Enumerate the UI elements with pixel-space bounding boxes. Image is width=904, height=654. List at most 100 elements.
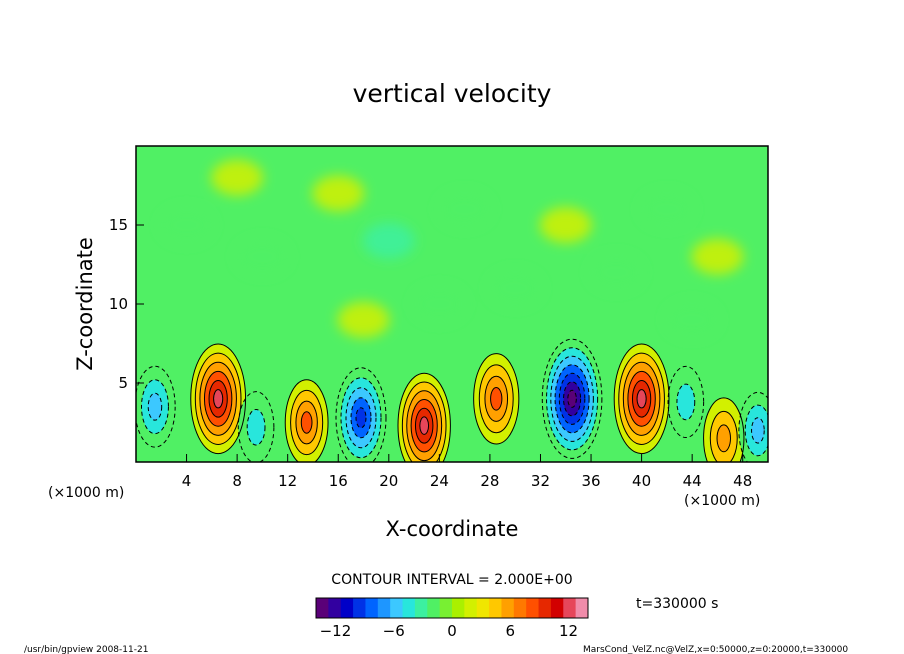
contour-ring bbox=[631, 380, 652, 418]
colorbar-swatch bbox=[526, 598, 540, 618]
cell-band bbox=[213, 389, 223, 408]
contour-ring bbox=[397, 372, 451, 462]
contour-ring bbox=[558, 372, 586, 425]
contour-ring bbox=[554, 364, 590, 434]
colorbar-swatch bbox=[353, 598, 366, 618]
colorbar-swatch bbox=[402, 598, 416, 618]
colorbar-tick-label: 0 bbox=[447, 622, 457, 640]
contour-ring bbox=[618, 352, 665, 445]
turbulence-blob bbox=[691, 238, 744, 275]
contour-ring bbox=[667, 365, 705, 439]
contour-ring bbox=[636, 389, 647, 409]
x-tick-label: 12 bbox=[278, 472, 297, 490]
contour-ring bbox=[414, 407, 434, 444]
contour-ring bbox=[676, 383, 696, 421]
colorbar bbox=[315, 597, 589, 619]
y-axis-title: Z-coordinate bbox=[73, 237, 97, 371]
contour-ring bbox=[345, 387, 377, 449]
contour-ring bbox=[295, 400, 318, 445]
contour-ring bbox=[419, 416, 430, 435]
turbulence-blob bbox=[640, 191, 693, 228]
colorbar-tick-label: 12 bbox=[559, 622, 578, 640]
colorbar-tick-label: 6 bbox=[506, 622, 516, 640]
cell-band bbox=[355, 407, 366, 428]
chart-title: vertical velocity bbox=[353, 79, 552, 108]
x-tick-label: 8 bbox=[232, 472, 242, 490]
x-tick-label: 32 bbox=[531, 472, 550, 490]
y-tick-label: 5 bbox=[118, 374, 128, 392]
turbulence-blob bbox=[590, 254, 643, 291]
cell-band bbox=[637, 389, 647, 408]
y-axis-ticks: 5 10 15 bbox=[109, 216, 144, 392]
colorbar-swatch bbox=[365, 598, 379, 618]
y-tick-label: 15 bbox=[109, 216, 128, 234]
plot-area bbox=[136, 146, 768, 462]
footer-left: /usr/bin/gpview 2008-11-21 bbox=[24, 645, 148, 654]
turbulence-blob bbox=[160, 207, 213, 243]
turbulence-blob bbox=[539, 207, 592, 243]
y-tick-label: 10 bbox=[109, 295, 128, 313]
contour-interval-label: CONTOUR INTERVAL = 2.000E+00 bbox=[331, 572, 572, 588]
x-tick-label: 28 bbox=[480, 472, 499, 490]
colorbar-swatch bbox=[476, 598, 490, 618]
cell-band bbox=[419, 416, 429, 435]
colorbar-ticks: −12 −6 0 6 12 bbox=[320, 622, 579, 640]
x-tick-label: 24 bbox=[430, 472, 449, 490]
contour-ring bbox=[563, 381, 582, 417]
x-tick-label: 36 bbox=[581, 472, 600, 490]
colorbar-swatch bbox=[328, 598, 342, 618]
contour-ring bbox=[473, 353, 520, 445]
x-unit-right: (×1000 m) bbox=[684, 493, 760, 509]
turbulence-blob bbox=[413, 286, 466, 322]
contour-ring bbox=[401, 381, 447, 462]
contour-ring bbox=[284, 379, 329, 462]
contour-ring bbox=[550, 355, 594, 442]
upper-turbulence bbox=[160, 159, 744, 338]
contour-ring bbox=[300, 411, 313, 434]
x-axis-title: X-coordinate bbox=[386, 517, 519, 541]
contour-ring bbox=[703, 397, 745, 462]
turbulence-blob bbox=[236, 238, 289, 275]
contour-ring bbox=[484, 375, 509, 422]
contour-ring bbox=[478, 364, 514, 434]
turbulence-blob bbox=[312, 175, 365, 212]
contour-ring bbox=[716, 424, 731, 453]
contour-ring bbox=[203, 370, 233, 427]
colorbar-frame bbox=[315, 597, 589, 619]
contour-ring bbox=[350, 397, 372, 439]
colorbar-swatch bbox=[414, 598, 428, 618]
cell-band bbox=[567, 390, 577, 408]
contour-ring bbox=[213, 389, 224, 409]
contour-ring bbox=[744, 404, 768, 457]
contour-ring bbox=[627, 370, 656, 427]
contour-ring bbox=[738, 391, 768, 462]
contour-ring bbox=[541, 338, 603, 459]
cell-band bbox=[148, 393, 162, 421]
contour-ring bbox=[546, 347, 599, 451]
contour-ring bbox=[490, 387, 503, 411]
contour-ring bbox=[406, 390, 443, 462]
contour-ring bbox=[140, 379, 169, 435]
cell-band bbox=[490, 387, 502, 411]
colorbar-swatch bbox=[340, 598, 354, 618]
contour-ring bbox=[410, 398, 438, 453]
cell-band bbox=[676, 384, 695, 420]
colorbar-swatch bbox=[575, 598, 589, 618]
x-tick-label: 20 bbox=[379, 472, 398, 490]
colorbar-swatch bbox=[489, 598, 502, 618]
colorbar-tick-label: −12 bbox=[320, 622, 352, 640]
contour-ring bbox=[622, 361, 661, 436]
colorbar-swatch bbox=[427, 598, 441, 618]
x-tick-label: 40 bbox=[632, 472, 651, 490]
contour-ring bbox=[613, 343, 670, 455]
colorbar-swatch bbox=[538, 598, 552, 618]
colorbar-swatch bbox=[464, 598, 478, 618]
x-tick-label: 44 bbox=[683, 472, 702, 490]
cell-band bbox=[301, 411, 312, 434]
contour-ring bbox=[237, 391, 275, 462]
x-unit-left: (×1000 m) bbox=[48, 485, 124, 501]
turbulence-blob bbox=[438, 191, 491, 228]
x-axis-ticks: 4 8 12 16 20 24 28 32 36 40 44 48 bbox=[182, 454, 752, 490]
cell-band bbox=[717, 424, 731, 452]
